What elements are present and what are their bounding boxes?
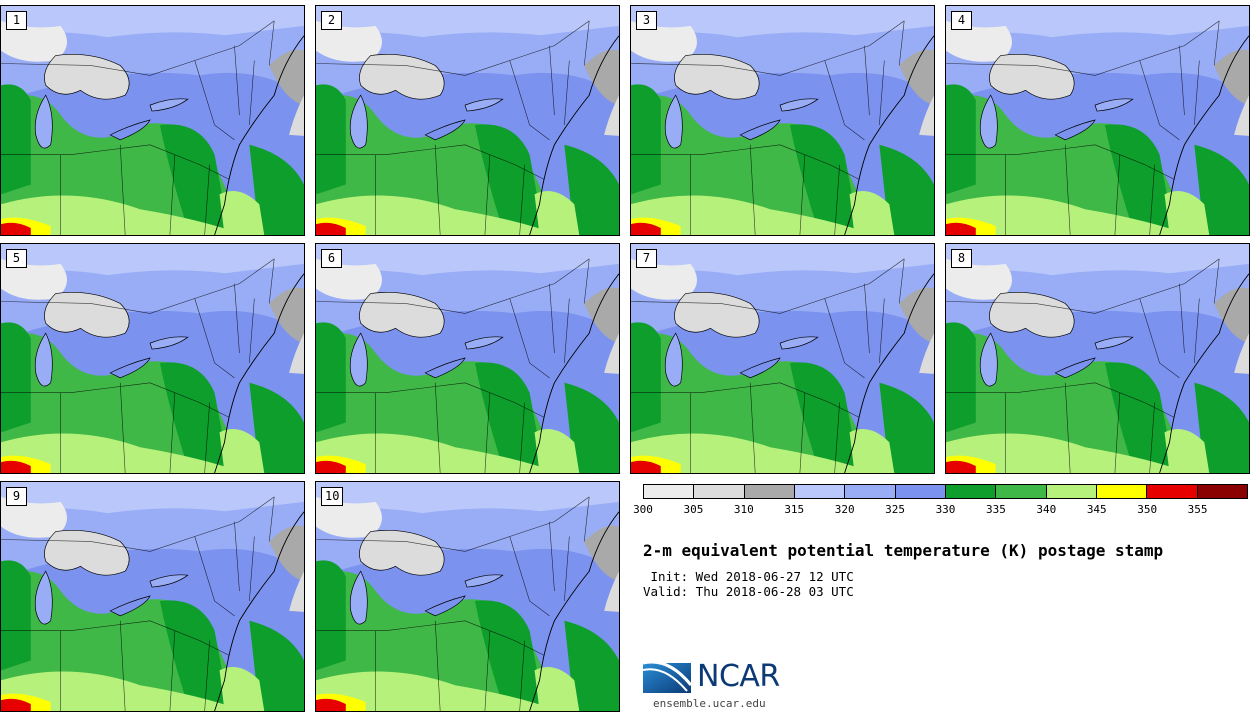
map-field-6 (316, 244, 619, 473)
colorbar-swatch-5 (845, 485, 896, 498)
map-field-2 (316, 6, 619, 235)
colorbar (643, 484, 1248, 499)
colorbar-tick-300: 300 (633, 503, 653, 516)
colorbar-tick-350: 350 (1137, 503, 1158, 516)
member-label-3: 3 (636, 11, 657, 30)
map-field-7 (631, 244, 934, 473)
map-panel-1[interactable]: 1 (0, 5, 305, 236)
map-panel-5[interactable]: 5 (0, 243, 305, 474)
member-label-6: 6 (321, 249, 342, 268)
colorbar-swatch-6 (895, 485, 946, 498)
map-panel-9[interactable]: 9 (0, 481, 305, 712)
colorbar-ticks: 300 305 310 315 320 325 330 335 340 345 350 355 (633, 503, 1248, 519)
colorbar-swatch-11 (1147, 485, 1198, 498)
member-label-8: 8 (951, 249, 972, 268)
map-panel-6[interactable]: 6 (315, 243, 620, 474)
member-label-5: 5 (6, 249, 27, 268)
colorbar-swatch-9 (1046, 485, 1097, 498)
map-field-3 (631, 6, 934, 235)
map-panel-8[interactable]: 8 (945, 243, 1250, 474)
colorbar-tick-320: 320 (834, 503, 855, 516)
colorbar-swatch-1 (644, 485, 695, 498)
map-panel-10[interactable]: 10 (315, 481, 620, 712)
colorbar-tick-335: 335 (985, 503, 1006, 516)
colorbar-swatch-3 (744, 485, 795, 498)
member-label-10: 10 (321, 487, 344, 506)
member-label-9: 9 (6, 487, 27, 506)
colorbar-swatch-8 (996, 485, 1047, 498)
map-panel-2[interactable]: 2 (315, 5, 620, 236)
ncar-logo-text: NCAR (697, 659, 780, 694)
colorbar-swatch-4 (794, 485, 846, 498)
map-field-10 (316, 482, 619, 711)
colorbar-swatch-12 (1197, 485, 1247, 498)
colorbar-swatch-2 (694, 485, 745, 498)
colorbar-tick-305: 305 (683, 503, 704, 516)
colorbar-tick-345: 345 (1086, 503, 1107, 516)
colorbar-swatch-10 (1096, 485, 1148, 498)
map-panel-7[interactable]: 7 (630, 243, 935, 474)
colorbar-tick-340: 340 (1036, 503, 1057, 516)
colorbar-tick-355: 355 (1187, 503, 1208, 516)
member-label-4: 4 (951, 11, 972, 30)
map-panel-4[interactable]: 4 (945, 5, 1250, 236)
map-field-5 (1, 244, 304, 473)
plot-title: 2-m equivalent potential temperature (K)… (643, 541, 1164, 560)
valid-time: Valid: Thu 2018-06-28 03 UTC (643, 584, 854, 599)
member-label-2: 2 (321, 11, 342, 30)
colorbar-tick-315: 315 (784, 503, 805, 516)
map-field-1 (1, 6, 304, 235)
site-url[interactable]: ensemble.ucar.edu (653, 697, 766, 710)
member-label-7: 7 (636, 249, 657, 268)
colorbar-tick-325: 325 (885, 503, 906, 516)
map-field-4 (946, 6, 1249, 235)
ncar-logo-icon (643, 660, 693, 693)
member-label-1: 1 (6, 11, 27, 30)
map-panel-3[interactable]: 3 (630, 5, 935, 236)
init-time: Init: Wed 2018-06-27 12 UTC (643, 569, 854, 584)
colorbar-tick-310: 310 (733, 503, 754, 516)
map-field-9 (1, 482, 304, 711)
colorbar-tick-330: 330 (935, 503, 956, 516)
colorbar-swatch-7 (945, 485, 997, 498)
map-field-8 (946, 244, 1249, 473)
